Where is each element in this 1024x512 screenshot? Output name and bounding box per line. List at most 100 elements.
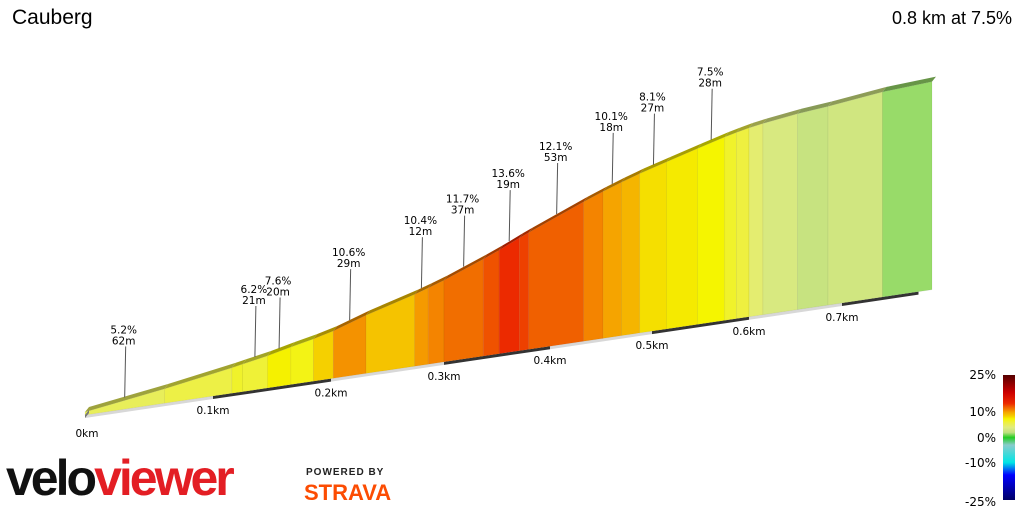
climb-summary: 0.8 km at 7.5%	[891, 8, 1012, 28]
profile-segment-top	[639, 156, 671, 174]
segment-length-label: 37m	[451, 205, 475, 217]
legend-label-10: 10%	[969, 405, 996, 419]
profile-segment-top	[583, 186, 608, 202]
segment-gradient-label: 12.1%	[539, 141, 572, 153]
profile-segment-top	[290, 334, 318, 348]
profile-segment-top	[267, 342, 295, 356]
segment-gradient-label: 13.6%	[492, 168, 525, 180]
profile-segment-top	[499, 233, 524, 251]
profile-segment-top	[882, 76, 936, 92]
profile-segment-top	[483, 245, 504, 260]
distance-scale-stripe	[550, 331, 652, 350]
profile-segment	[312, 330, 334, 382]
segment-leader-line	[710, 88, 713, 140]
climb-title: Cauberg	[12, 6, 93, 29]
x-tick-label: 0.4km	[533, 355, 566, 367]
segment-leader-line	[420, 237, 423, 289]
profile-segment	[482, 249, 500, 357]
x-tick-label: 0.5km	[635, 340, 668, 352]
x-tick-label: 0.1km	[196, 405, 229, 417]
segment-length-label: 12m	[409, 226, 433, 238]
profile-segment-top	[528, 196, 588, 233]
segment-leader-line	[508, 190, 511, 242]
profile-segment	[414, 287, 429, 367]
profile-segment-top	[762, 108, 802, 124]
segment-length-label: 29m	[337, 258, 361, 270]
segment-gradient-label: 7.6%	[265, 275, 292, 287]
legend-label-25: 25%	[969, 368, 996, 382]
profile-segment-top	[428, 275, 448, 288]
profile-segment	[332, 314, 367, 379]
profile-segment	[797, 105, 829, 310]
segment-leader-line	[463, 215, 466, 267]
segment-gradient-label: 11.7%	[446, 194, 479, 206]
profile-segment	[736, 127, 750, 319]
profile-segment	[498, 237, 520, 355]
profile-segment	[602, 181, 622, 339]
veloviewer-logo[interactable]: veloviewer	[6, 450, 235, 506]
segment-gradient-label: 6.2%	[241, 284, 268, 296]
profile-segment-top	[621, 168, 644, 183]
distance-scale-stripe	[652, 316, 749, 335]
profile-segment	[528, 201, 584, 350]
profile-start-cap	[85, 410, 89, 418]
profile-segment-top	[736, 122, 753, 133]
profile-segment	[231, 363, 243, 394]
segment-length-label: 53m	[544, 152, 568, 164]
strava-logo[interactable]: STRAVA	[304, 480, 392, 505]
profile-segment	[290, 338, 314, 385]
segment-length-label: 18m	[599, 122, 623, 134]
distance-scale-stripe	[213, 378, 331, 400]
profile-segment	[639, 161, 667, 334]
profile-segment-top	[313, 325, 338, 340]
profile-segment	[697, 136, 726, 325]
x-tick-label: 0.6km	[732, 326, 765, 338]
profile-segment-top	[666, 143, 702, 162]
profile-segment-top	[333, 310, 371, 331]
profile-segment-top	[749, 118, 767, 128]
x-tick-label: 0.2km	[314, 388, 347, 400]
x-tick-label: 0.3km	[427, 371, 460, 383]
x-tick-label: 0km	[76, 428, 99, 440]
distance-scale-stripe	[444, 346, 550, 365]
segment-leader-line	[349, 269, 352, 321]
legend-label-minus25: -25%	[964, 495, 996, 509]
segment-length-label: 19m	[496, 179, 520, 191]
profile-segment	[518, 231, 530, 352]
segment-leader-line	[278, 297, 281, 349]
segment-leader-line	[652, 113, 655, 165]
segment-length-label: 21m	[242, 295, 266, 307]
segment-leader-line	[254, 306, 257, 358]
profile-segment-top	[724, 127, 741, 138]
profile-segment-top	[797, 101, 833, 114]
segment-gradient-label: 10.1%	[595, 111, 628, 123]
profile-segment-top	[164, 362, 236, 389]
powered-by-text: POWERED BY	[306, 467, 385, 478]
segment-leader-line	[611, 132, 614, 184]
profile-segment-top	[697, 132, 729, 149]
segment-gradient-label: 7.5%	[697, 67, 724, 79]
profile-segment	[365, 293, 415, 374]
segment-gradient-label: 10.6%	[332, 247, 365, 259]
segment-gradient-label: 5.2%	[110, 324, 137, 336]
gradient-legend-bar	[1003, 375, 1015, 500]
profile-segment	[748, 123, 764, 318]
distance-scale-stripe	[85, 396, 213, 418]
segment-leader-line	[124, 346, 127, 398]
distance-scale-stripe	[749, 303, 842, 320]
profile-segment	[827, 91, 883, 306]
segment-gradient-label: 8.1%	[639, 92, 666, 104]
segment-length-label: 28m	[698, 78, 722, 90]
legend-label-0: 0%	[976, 431, 996, 445]
profile-segment-top	[231, 359, 247, 368]
segment-length-label: 27m	[641, 103, 665, 115]
profile-segment	[583, 190, 604, 342]
distance-scale-stripe	[331, 361, 444, 382]
legend-label-minus10: -10%	[964, 456, 996, 470]
segment-length-label: 20m	[266, 286, 290, 298]
profile-segment-top	[414, 282, 433, 295]
profile-segment	[621, 173, 641, 336]
profile-segment-top	[366, 289, 419, 316]
profile-segment	[882, 81, 933, 298]
